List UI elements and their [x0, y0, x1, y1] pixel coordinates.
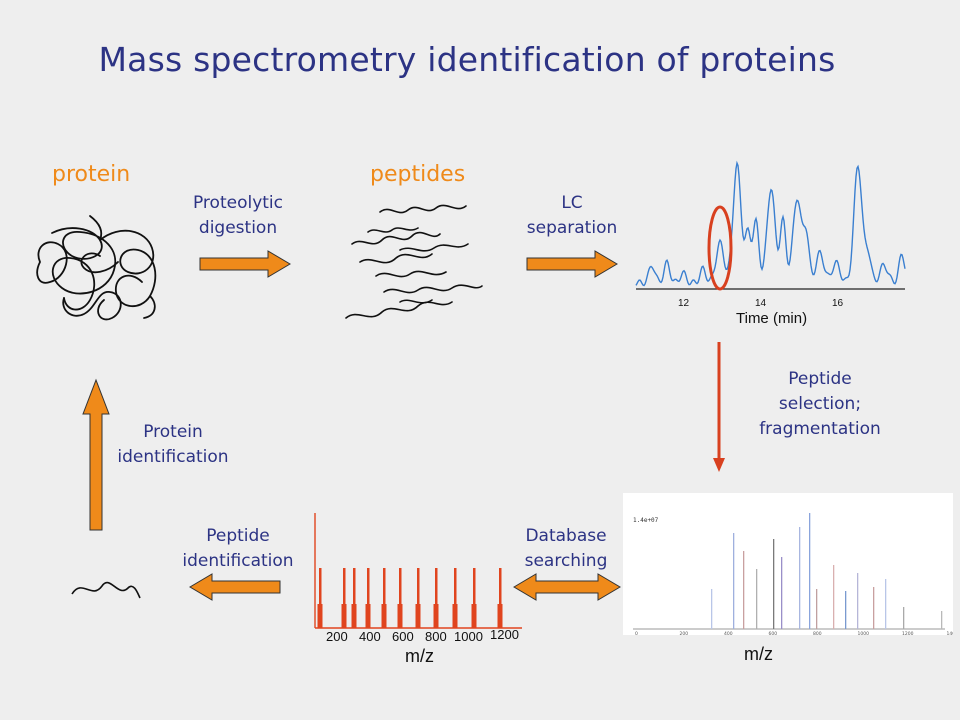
database-searching-label: Database searching [524, 526, 608, 571]
protein-label: protein [52, 162, 131, 187]
chromatogram-trace [635, 160, 906, 287]
spectrum-tick-800: 800 [425, 629, 447, 644]
ms2-tick-label: 400 [724, 631, 733, 635]
ms2-tick-label: 1200 [902, 631, 914, 635]
ms2-tick-label: 0 [635, 631, 638, 635]
spectrum-tick-600: 600 [392, 629, 414, 644]
ms2-tick-label: 600 [769, 631, 778, 635]
spectrum-peak-base [497, 604, 503, 628]
ms2-peak [743, 551, 745, 629]
spectrum-peak [454, 568, 457, 628]
lc-arrow-icon [526, 250, 618, 278]
selected-peak-highlight [707, 205, 733, 291]
spectrum-peak [367, 568, 370, 628]
peptide-id-arrow-icon [189, 573, 281, 601]
peptide-selection-label: Peptide selection; fragmentation [759, 369, 881, 439]
ms2-tick-label: 1400 [947, 631, 954, 635]
ms2-peak [711, 589, 713, 629]
spectrum-tick-400: 400 [359, 629, 381, 644]
ms2-peak [885, 579, 887, 629]
protein-identification-label: Protein identification [117, 422, 229, 467]
ms2-spectrum-panel: 1.4e+07 0 200 400 600 800 1000 1200 1400 [623, 493, 953, 635]
spectrum-peak-base [452, 604, 458, 628]
peptides-label: peptides [370, 162, 466, 187]
spectrum-peak [499, 568, 502, 628]
spectrum-tick-1200: 1200 [490, 627, 519, 642]
ms2-tick-label: 1000 [858, 631, 870, 635]
digestion-arrow-icon [199, 250, 291, 278]
ms2-peak [857, 573, 859, 629]
ms2-peak [941, 611, 943, 629]
ms2-peak [799, 527, 801, 629]
spectrum-tick-200: 200 [326, 629, 348, 644]
ms2-peak [816, 589, 818, 629]
ms2-tick-label: 200 [680, 631, 689, 635]
ms2-peak [833, 565, 835, 629]
chromatogram-plot [635, 160, 906, 291]
ms2-peak [903, 607, 905, 629]
chromatogram-xlabel: Time (min) [736, 310, 808, 327]
spectrum-peak-base [351, 604, 357, 628]
peptide-identification-label: Peptide identification [182, 526, 294, 571]
ms2-header: 1.4e+07 [633, 517, 659, 524]
lc-separation-label: LC separation [526, 193, 618, 238]
ms2-tick-label: 800 [813, 631, 822, 635]
page-title: Mass spectrometry identification of prot… [98, 40, 836, 79]
protein-id-arrow-icon [82, 378, 110, 531]
ms2-xlabel: m/z [744, 644, 773, 664]
spectrum-peak-base [397, 604, 403, 628]
spectrum-peak-base [341, 604, 347, 628]
ms2-peak [733, 533, 735, 629]
peptides-icon [345, 204, 483, 319]
spectrum-peak [383, 568, 386, 628]
spectrum-peak-base [415, 604, 421, 628]
proteolytic-digestion-label: Proteolytic digestion [192, 193, 283, 238]
spectrum-peak-base [433, 604, 439, 628]
chromatogram-tick-14: 14 [755, 298, 767, 309]
ms2-peak [845, 591, 847, 629]
spectrum-peak [353, 568, 356, 628]
protein-tangle-icon [36, 215, 157, 321]
spectrum-peak-base [381, 604, 387, 628]
spectrum-peak [399, 568, 402, 628]
spectrum-xlabel: m/z [405, 646, 434, 666]
spectrum-peak [473, 568, 476, 628]
ms2-peak [756, 569, 758, 629]
ms2-peak [773, 539, 775, 629]
spectrum-peak-base [365, 604, 371, 628]
spectrum-peak-base [471, 604, 477, 628]
spectrum-peak-base [317, 604, 323, 628]
identified-peptide-icon [71, 581, 141, 599]
selection-arrow-icon [713, 342, 725, 472]
ms2-peak [873, 587, 875, 629]
spectrum-tick-1000: 1000 [454, 629, 483, 644]
spectrum-peak [319, 568, 322, 628]
spectrum-peak [435, 568, 438, 628]
ms2-spectrum-svg: 0 200 400 600 800 1000 1200 1400 [633, 513, 954, 635]
ms2-peak [781, 557, 783, 629]
ms2-peak [809, 513, 811, 629]
chromatogram-tick-16: 16 [832, 298, 844, 309]
spectrum-peak [417, 568, 420, 628]
spectrum-peak [343, 568, 346, 628]
chromatogram-tick-12: 12 [678, 298, 690, 309]
database-searching-arrow-icon [513, 573, 621, 601]
